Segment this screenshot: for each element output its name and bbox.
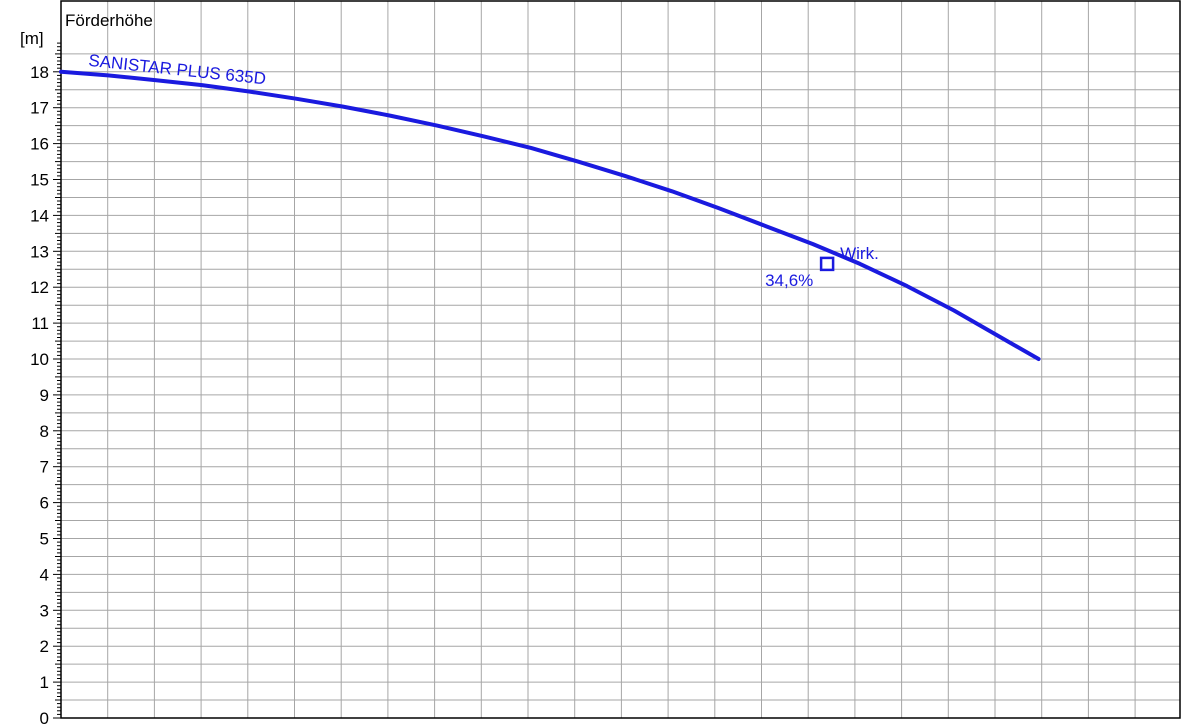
y-tick-label: 15 bbox=[30, 171, 49, 190]
series-layer: SANISTAR PLUS 635D bbox=[59, 51, 1041, 361]
y-axis-ticks bbox=[53, 42, 61, 719]
y-tick-label: 9 bbox=[40, 386, 49, 405]
y-tick-label: 16 bbox=[30, 135, 49, 154]
efficiency-value: 34,6% bbox=[765, 271, 813, 290]
y-axis-unit: [m] bbox=[20, 29, 44, 48]
y-tick-label: 12 bbox=[30, 278, 49, 297]
y-tick-label: 18 bbox=[30, 63, 49, 82]
y-tick-label: 8 bbox=[40, 422, 49, 441]
grid-lines bbox=[61, 1, 1180, 718]
y-tick-label: 5 bbox=[40, 530, 49, 549]
y-tick-label: 2 bbox=[40, 637, 49, 656]
y-tick-label: 13 bbox=[30, 242, 49, 261]
y-tick-label: 4 bbox=[40, 565, 49, 584]
annotation-layer: Wirk. 34,6% bbox=[765, 244, 879, 290]
y-tick-label: 17 bbox=[30, 99, 49, 118]
y-tick-label: 0 bbox=[40, 709, 49, 725]
y-tick-label: 3 bbox=[40, 601, 49, 620]
y-tick-label: 14 bbox=[30, 206, 49, 225]
y-tick-label: 1 bbox=[40, 673, 49, 692]
y-tick-label: 11 bbox=[31, 314, 49, 333]
y-tick-label: 6 bbox=[40, 494, 49, 513]
y-tick-label: 7 bbox=[40, 458, 49, 477]
series-line bbox=[59, 69, 1041, 361]
y-axis-title: Förderhöhe bbox=[65, 11, 153, 30]
y-tick-label: 10 bbox=[30, 350, 49, 369]
efficiency-label-top: Wirk. bbox=[840, 244, 879, 263]
efficiency-marker bbox=[819, 256, 835, 272]
